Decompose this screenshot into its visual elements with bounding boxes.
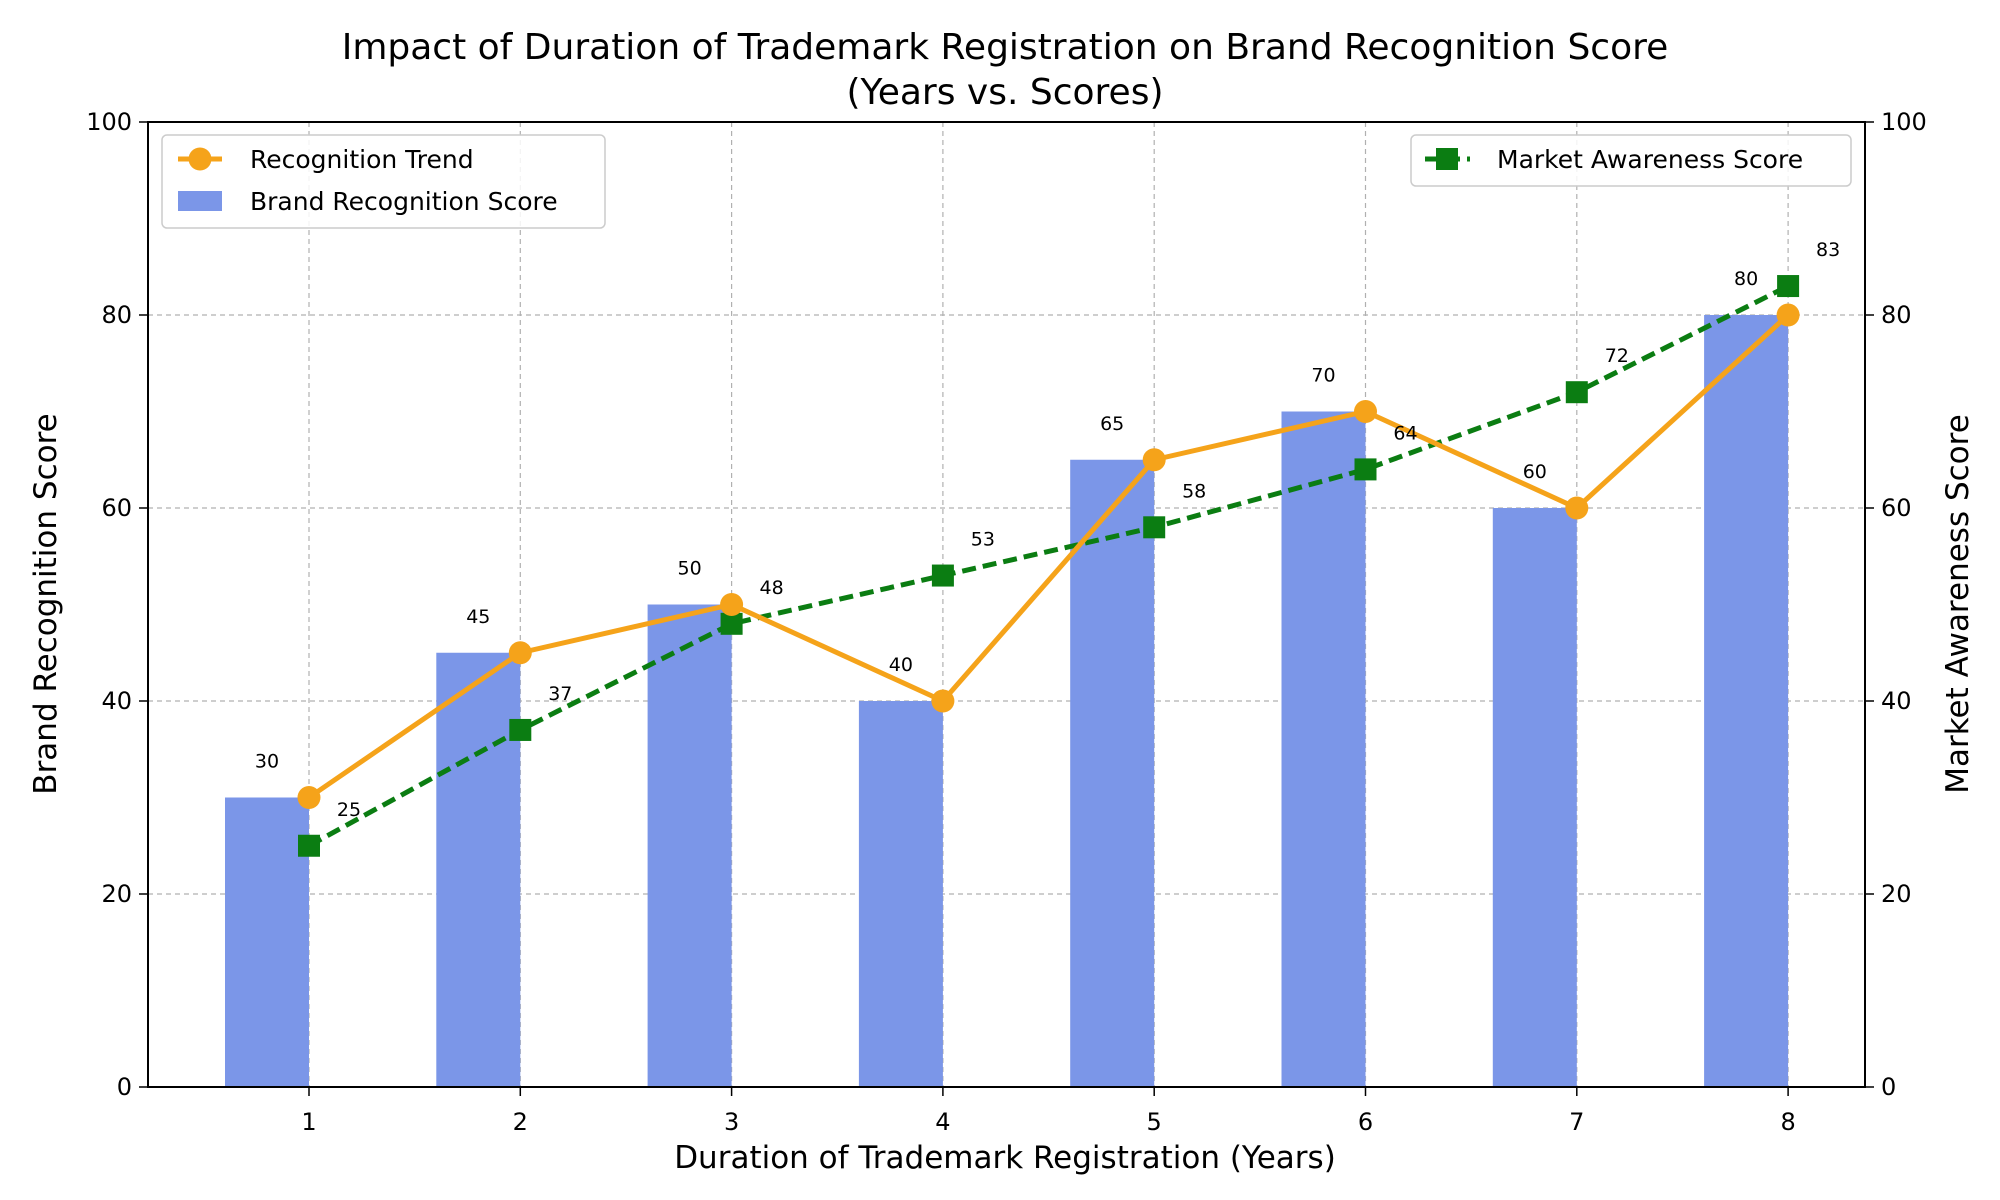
x-tick-label: 4 <box>935 1108 950 1136</box>
awareness-value-label: 58 <box>1182 480 1206 502</box>
y-right-tick-label: 80 <box>1881 301 1912 329</box>
y-tick-label: 100 <box>86 108 132 136</box>
x-axis-label: Duration of Trademark Registration (Year… <box>674 1140 1336 1176</box>
awareness-value-label: 53 <box>971 529 995 551</box>
x-tick-label: 5 <box>1147 1108 1162 1136</box>
y-tick-label: 80 <box>101 301 132 329</box>
lines <box>307 283 1790 848</box>
recognition-trend-line <box>307 313 1790 800</box>
bar-value-label: 80 <box>1734 268 1758 290</box>
market-awareness-marker <box>1565 381 1588 404</box>
recognition-trend-marker <box>1142 448 1166 472</box>
legend-right: Market Awareness Score <box>1410 134 1852 187</box>
recognition-trend-marker <box>508 641 532 665</box>
recognition-trend-marker <box>720 593 744 616</box>
market-awareness-marker <box>298 834 320 857</box>
legend-trend-label: Recognition Trend <box>250 145 474 174</box>
legend-bar-label: Brand Recognition Score <box>250 187 558 216</box>
legend-bar-swatch <box>178 191 222 211</box>
market-awareness-marker <box>720 612 743 635</box>
awareness-value-label: 48 <box>760 577 784 599</box>
y-tick-label: 40 <box>101 687 132 715</box>
y-right-tick-label: 100 <box>1881 108 1927 136</box>
recognition-trend-marker <box>297 786 321 809</box>
chart-title: Impact of Duration of Trademark Registra… <box>342 27 1669 68</box>
y-right-tick-label: 40 <box>1881 687 1912 715</box>
chart-subtitle: (Years vs. Scores) <box>846 72 1163 113</box>
bar-value-label: 60 <box>1523 461 1547 483</box>
y-right-tick-label: 20 <box>1881 880 1912 908</box>
legend-right-box <box>1410 134 1852 187</box>
bar-value-label: 40 <box>889 654 913 676</box>
y-tick-label: 60 <box>101 494 132 522</box>
market-awareness-marker <box>931 564 954 587</box>
market-awareness-marker <box>1143 516 1166 539</box>
awareness-value-label: 72 <box>1605 345 1629 367</box>
bar <box>647 604 732 1087</box>
x-tick-label: 7 <box>1569 1108 1584 1136</box>
market-awareness-marker <box>509 718 532 741</box>
bar-value-label: 70 <box>1311 365 1335 387</box>
y-axis-label: Brand Recognition Score <box>28 413 64 794</box>
recognition-trend-marker <box>1776 303 1800 327</box>
grid <box>148 121 1865 1088</box>
bar-value-label: 65 <box>1100 413 1124 435</box>
legend-awareness-label: Market Awareness Score <box>1497 145 1803 174</box>
awareness-value-label: 25 <box>337 799 361 821</box>
bar <box>1281 411 1366 1087</box>
awareness-value-label: 83 <box>1816 239 1840 261</box>
bar <box>1492 508 1577 1087</box>
bar <box>225 797 309 1087</box>
bar <box>1704 315 1789 1087</box>
bars <box>225 315 1789 1087</box>
y-tick-label: 20 <box>101 880 132 908</box>
awareness-value-label: 37 <box>548 683 572 705</box>
bar <box>1070 459 1155 1087</box>
legend-left: Recognition Trend Brand Recognition Score <box>161 134 606 229</box>
x-tick-label: 3 <box>724 1108 739 1136</box>
legend-awareness-marker-swatch <box>1436 148 1458 170</box>
market-awareness-marker <box>1354 458 1377 481</box>
legend-trend-marker-swatch <box>188 147 212 171</box>
data-labels: 30 45 50 40 65 70 60 80 25 37 48 53 58 64 72 83 <box>255 239 1840 821</box>
y-tick-label: 0 <box>117 1073 132 1101</box>
bar-value-label: 30 <box>255 751 279 773</box>
bar <box>858 701 943 1087</box>
x-tick-label: 2 <box>513 1108 528 1136</box>
x-tick-label: 1 <box>301 1108 316 1136</box>
market-awareness-marker <box>1777 275 1800 298</box>
x-tick-label: 6 <box>1358 1108 1373 1136</box>
y-axis-right-label: Market Awareness Score <box>1940 414 1976 794</box>
legend-left-box <box>161 134 606 229</box>
x-tick-label: 8 <box>1780 1108 1795 1136</box>
y-right-tick-label: 60 <box>1881 494 1912 522</box>
market-awareness-line <box>307 283 1790 848</box>
bar-value-label: 45 <box>466 606 490 628</box>
bar <box>436 652 521 1087</box>
recognition-trend-marker <box>931 689 955 713</box>
plot-frame <box>147 121 1866 1088</box>
bar-value-label: 50 <box>678 558 702 580</box>
y-right-tick-label: 0 <box>1881 1073 1896 1101</box>
awareness-value-label: 64 <box>1393 422 1417 444</box>
recognition-trend-marker <box>1354 400 1377 423</box>
markers <box>297 275 1800 857</box>
recognition-trend-marker <box>1565 496 1589 520</box>
